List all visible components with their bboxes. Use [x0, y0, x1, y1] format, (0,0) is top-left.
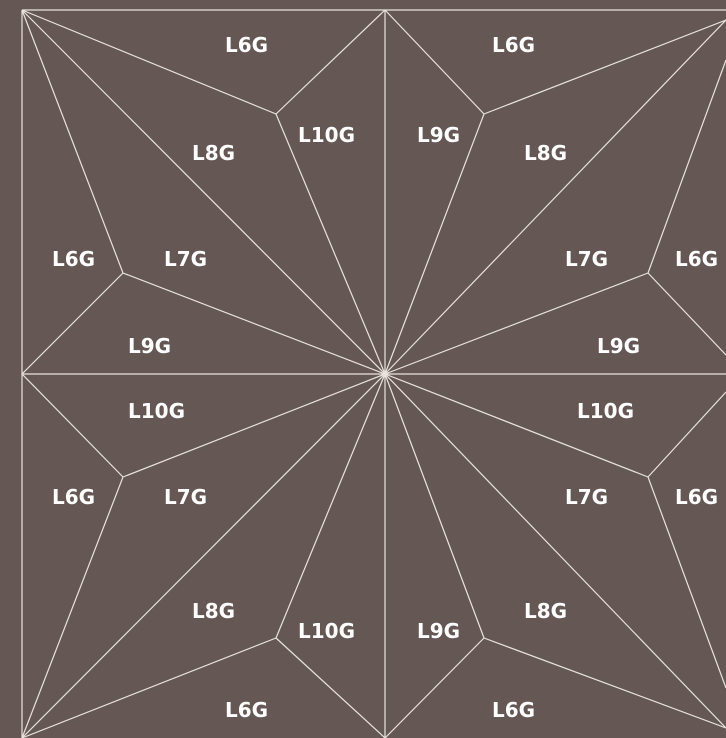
region-label: L6G — [52, 485, 95, 509]
region-label: L6G — [52, 247, 95, 271]
region-label: L9G — [417, 123, 460, 147]
region-label: L10G — [577, 399, 634, 423]
region-label: L9G — [128, 334, 171, 358]
region-label: L8G — [524, 599, 567, 623]
region-label: L6G — [675, 485, 718, 509]
crease-lines — [21, 9, 726, 738]
region-label: L6G — [225, 33, 268, 57]
region-label: L8G — [192, 599, 235, 623]
region-label: L6G — [492, 698, 535, 722]
region-label: L10G — [128, 399, 185, 423]
region-label: L9G — [417, 619, 460, 643]
region-label: L6G — [492, 33, 535, 57]
region-label: L7G — [164, 485, 207, 509]
region-label: L10G — [298, 123, 355, 147]
region-label: L6G — [225, 698, 268, 722]
region-label: L10G — [298, 619, 355, 643]
region-label: L7G — [565, 247, 608, 271]
region-label: L8G — [524, 141, 567, 165]
region-label: L8G — [192, 141, 235, 165]
region-label: L7G — [565, 485, 608, 509]
region-labels: L6G L6G L10G L9G L8G L8G L6G L7G L7G L6G… — [52, 33, 718, 722]
region-label: L6G — [675, 247, 718, 271]
region-label: L9G — [597, 334, 640, 358]
region-label: L7G — [164, 247, 207, 271]
